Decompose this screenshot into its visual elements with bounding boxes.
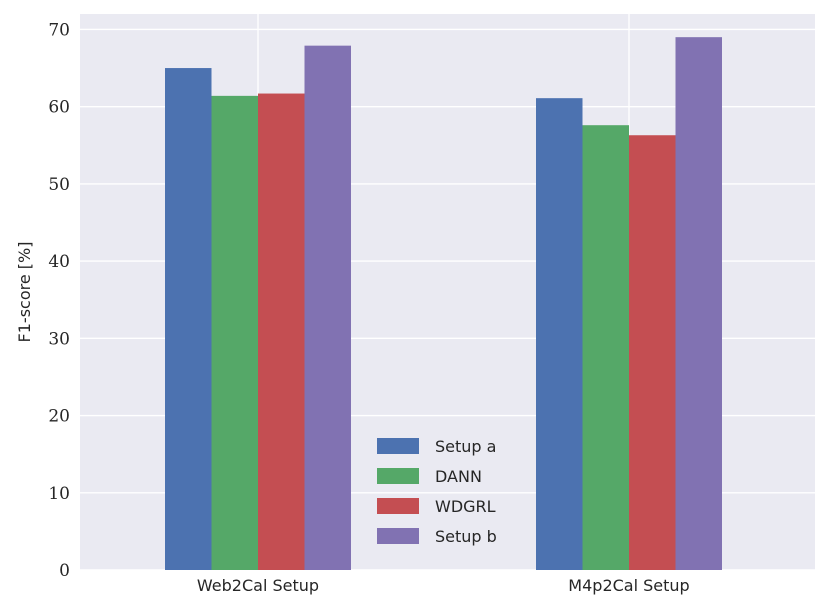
y-tick-label: 20 — [48, 407, 70, 427]
bar-dann-2 — [582, 125, 629, 570]
bar-setup-a-2 — [536, 98, 583, 570]
x-tick-label: M4p2Cal Setup — [568, 576, 689, 595]
y-tick-label: 60 — [48, 98, 70, 118]
bars — [165, 37, 722, 571]
legend-label: DANN — [435, 467, 482, 486]
legend-swatch — [377, 438, 419, 454]
bar-wdgrl-1 — [258, 93, 305, 571]
bar-setup-b-1 — [304, 45, 351, 570]
legend-swatch — [377, 528, 419, 544]
y-tick-label: 0 — [59, 561, 70, 581]
x-axis-ticks: Web2Cal Setup M4p2Cal Setup — [197, 576, 690, 595]
legend-label: Setup a — [435, 437, 496, 456]
y-tick-label: 10 — [48, 484, 70, 504]
y-tick-label: 70 — [48, 20, 70, 40]
bar-setup-b-2 — [675, 37, 722, 570]
legend-swatch — [377, 468, 419, 484]
y-tick-label: 30 — [48, 329, 70, 349]
legend-label: Setup b — [435, 527, 497, 546]
bar-dann-1 — [211, 95, 258, 570]
legend-label: WDGRL — [435, 497, 496, 516]
y-axis-ticks: 0 10 20 30 40 50 60 70 — [48, 20, 70, 581]
y-tick-label: 40 — [48, 252, 70, 272]
bar-setup-a-1 — [165, 68, 212, 571]
bar-wdgrl-2 — [629, 135, 676, 570]
x-tick-label: Web2Cal Setup — [197, 576, 319, 595]
legend: Setup a DANN WDGRL Setup b — [377, 437, 497, 546]
y-axis-label: F1-score [%] — [15, 242, 34, 343]
legend-swatch — [377, 498, 419, 514]
y-tick-label: 50 — [48, 175, 70, 195]
